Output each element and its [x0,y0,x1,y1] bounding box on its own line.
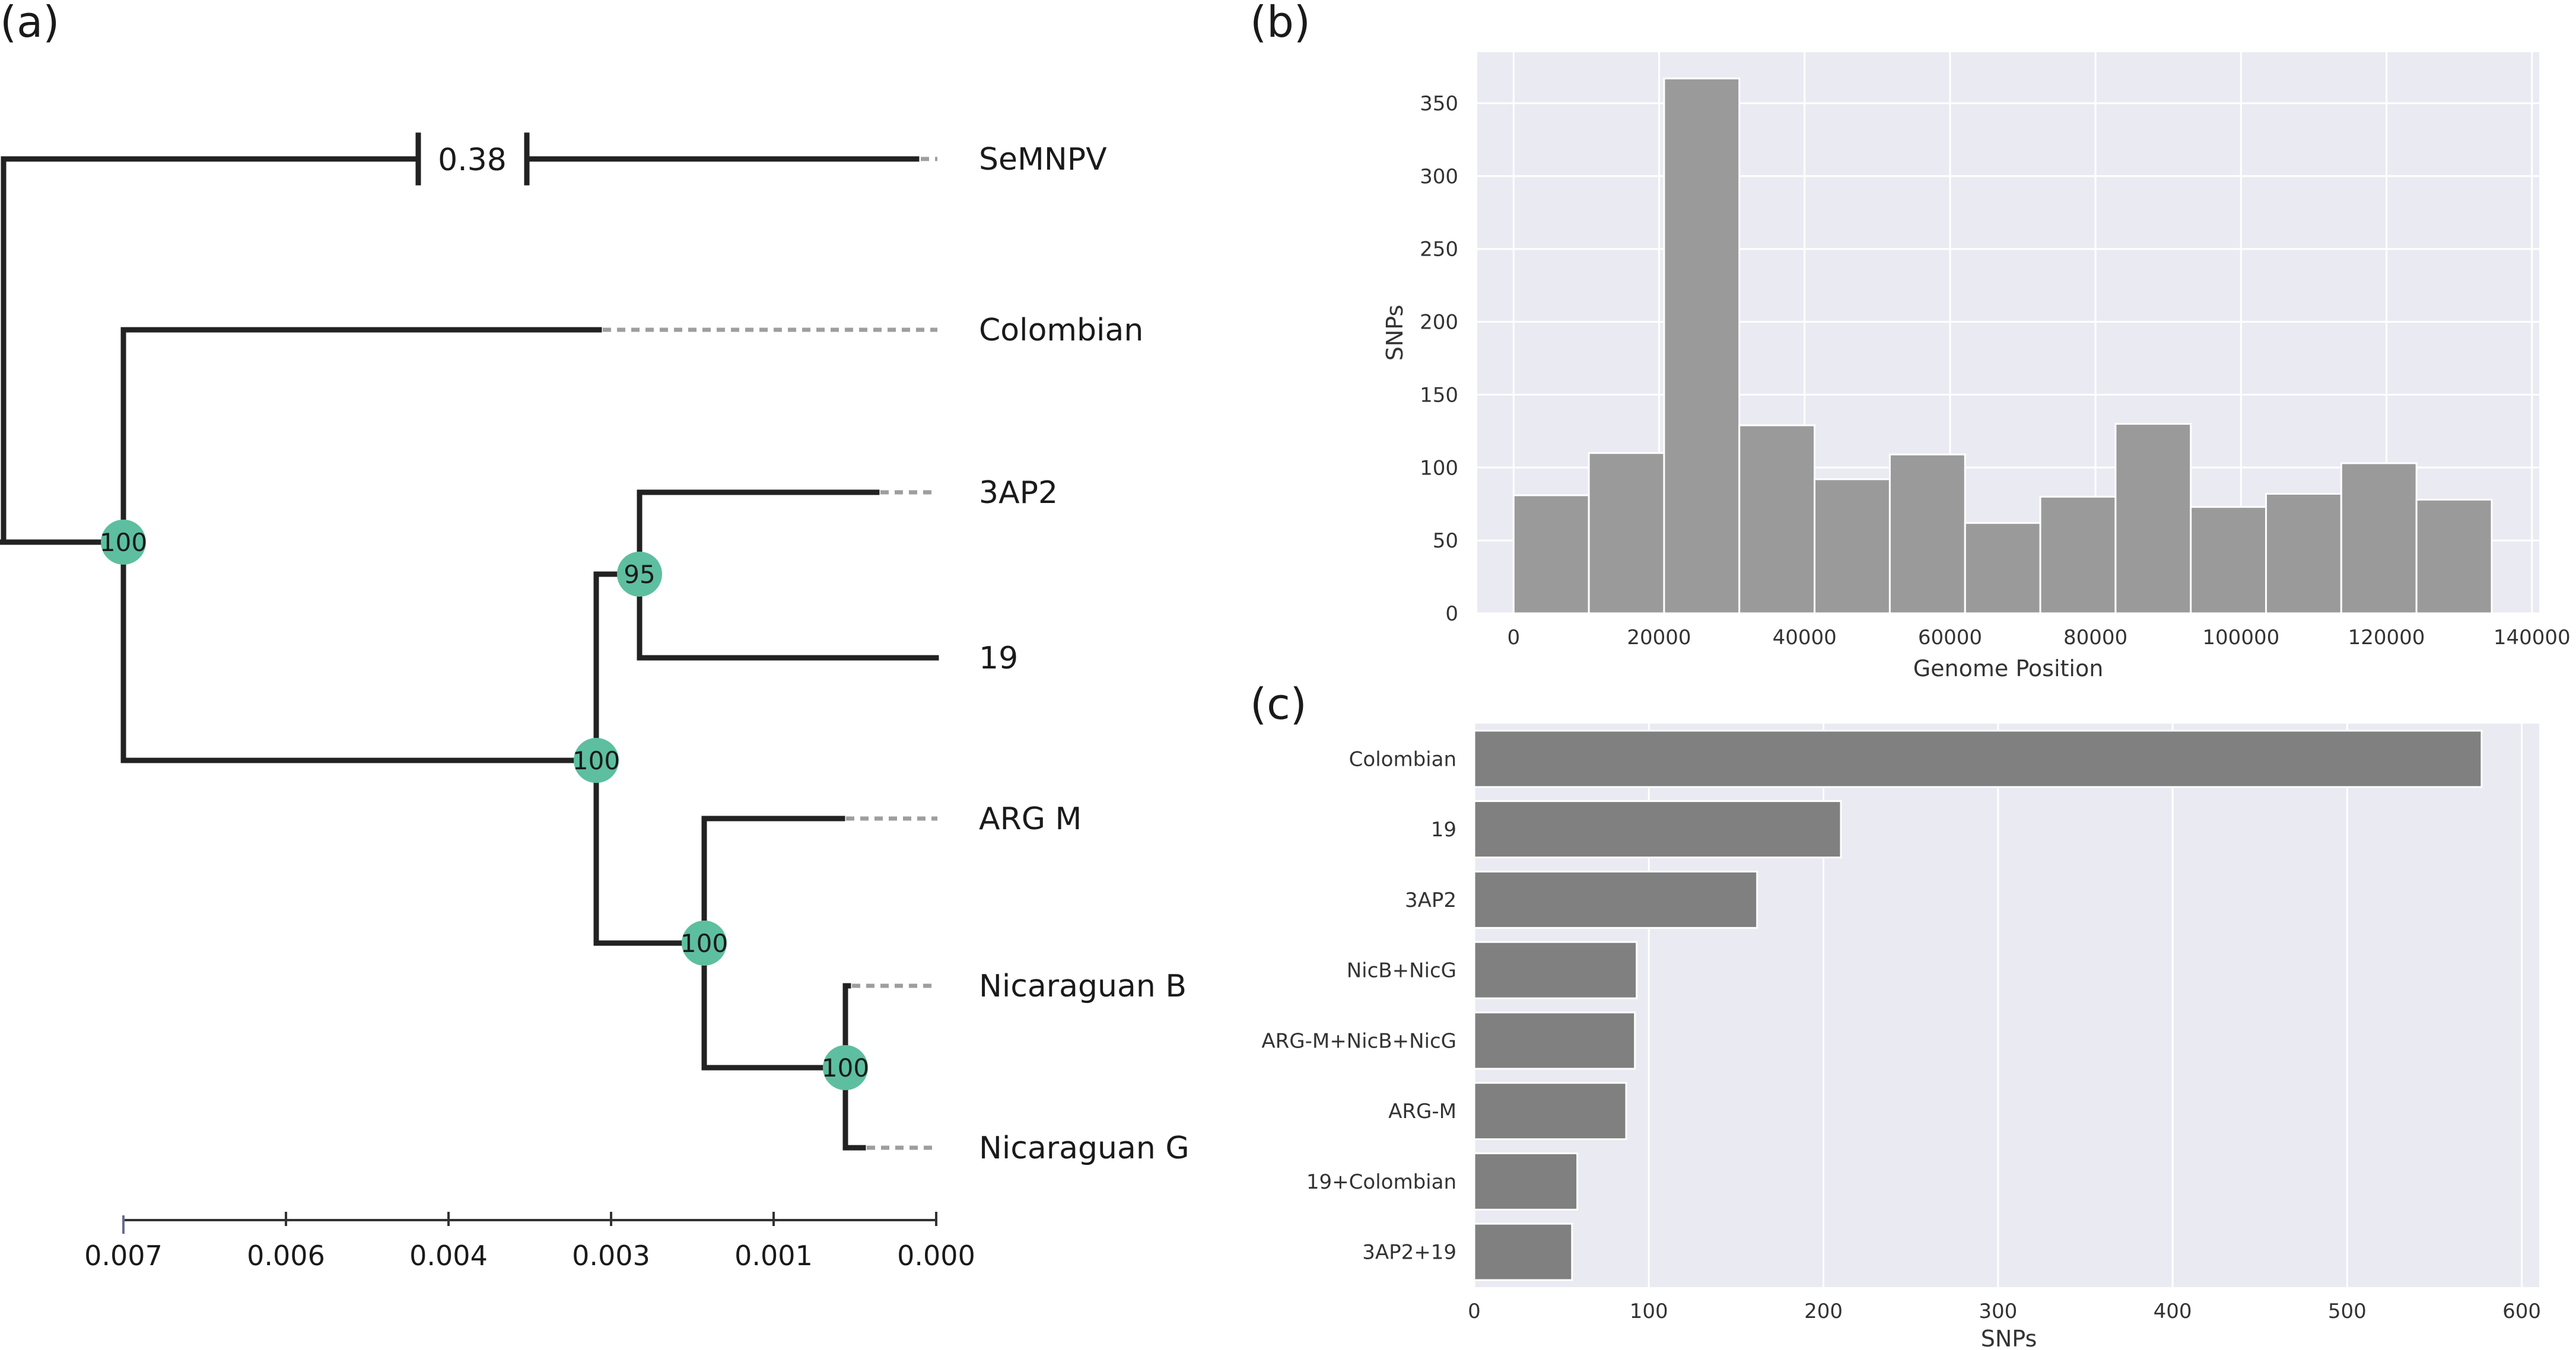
bootstrap-value-1: 100 [100,528,147,557]
leaf-label-nicaraguan-b: Nicaraguan B [979,969,1187,1004]
hbar-category-label-7: 3AP2+19 [1362,1241,1456,1265]
tree-axis-tick-label-1: 0.006 [247,1240,325,1272]
histogram-y-tick-label-6: 300 [1420,165,1458,189]
histogram-y-tick-label-5: 250 [1420,238,1458,262]
hbar-x-tick-label-6: 600 [2502,1300,2541,1323]
hbar-bars [1473,730,2483,1281]
tree-axis-tick-label-0: 0.007 [84,1240,163,1272]
histogram-bar-8 [2114,423,2192,614]
hbar-bar-5 [1473,1082,1627,1141]
hbar-bar-4 [1473,1011,1636,1070]
histogram-x-tick-label-2: 40000 [1773,626,1837,649]
hbar-bar-1 [1473,800,1842,859]
bootstrap-node-3 [574,738,619,783]
histogram-x-tick-label-5: 100000 [2202,626,2279,649]
histogram-bar-2 [1663,77,1741,614]
histogram-y-tick-label-1: 50 [1433,529,1458,553]
hbar-category-label-1: 19 [1431,818,1456,842]
hbar-category-label-6: 19+Colombian [1306,1170,1456,1194]
leaf-label-19: 19 [979,641,1018,676]
hbar-category-label-2: 3AP2 [1405,889,1456,912]
leader-lines [603,157,937,1150]
histogram-bar-4 [1814,478,1891,614]
tree-axis-tick-label-5: 0.000 [897,1240,975,1272]
bootstrap-node-2 [617,552,662,597]
histogram-bars [1512,77,2493,614]
panel-label-a: (a) [0,0,59,47]
leaf-label-nicaraguan-g: Nicaraguan G [979,1131,1190,1166]
hbar-category-label-4: ARG-M+NicB+NicG [1261,1029,1456,1053]
hbar-x-tick-label-4: 400 [2154,1300,2192,1323]
hbar-bar-6 [1473,1152,1579,1211]
phylogenetic-tree-panel: (a) [0,0,1190,1272]
panel-label-c: (c) [1250,679,1307,729]
bootstrap-node-1 [101,520,146,565]
histogram-x-tick-label-3: 60000 [1918,626,1982,649]
histogram-y-ticks: 0 50 100 150 200 250 300 350 [1420,92,1458,626]
tree-scale-axis: 0.007 0.006 0.004 0.003 0.001 0.000 [84,1212,975,1272]
histogram-bar-7 [2039,495,2117,614]
histogram-y-tick-label-7: 350 [1420,92,1458,116]
histogram-y-tick-label-4: 200 [1420,311,1458,335]
bootstrap-value-5: 100 [822,1053,869,1082]
histogram-bar-12 [2415,498,2493,614]
histogram-bar-1 [1588,452,1665,614]
histogram-x-axis-title: Genome Position [1913,655,2104,682]
hbar-category-label-5: ARG-M [1388,1100,1456,1123]
histogram-y-tick-label-3: 150 [1420,383,1458,407]
histogram-bar-0 [1512,494,1590,614]
histogram-panel: (b) 0 20000 40000 60000 80000 100000 120000 140… [1250,0,2571,682]
leaf-label-semnpv: SeMNPV [979,142,1107,177]
bootstrap-value-2: 95 [624,560,655,589]
hbar-bar-2 [1473,870,1758,929]
tree-axis-tick-label-4: 0.001 [734,1240,813,1272]
hbar-category-labels: Colombian 19 3AP2 NicB+NicG ARG-M+NicB+NicG A… [1261,747,1456,1264]
bootstrap-node-5 [823,1045,868,1090]
hbar-category-label-0: Colombian [1349,747,1456,771]
hbar-bar-0 [1473,730,2483,788]
panel-label-b: (b) [1250,0,1311,47]
hbar-x-tick-label-2: 200 [1804,1300,1843,1323]
leaf-labels: SeMNPV Colombian 3AP2 19 ARG M Nicaragua… [979,142,1190,1166]
leaf-label-colombian: Colombian [979,313,1143,348]
histogram-x-tick-label-4: 80000 [2063,626,2127,649]
bootstrap-value-4: 100 [680,929,728,958]
tree-axis-tick-label-2: 0.004 [409,1240,488,1272]
hbar-category-label-3: NicB+NicG [1347,959,1456,983]
hbar-x-ticks: 0 100 200 300 400 500 600 [1468,1300,2541,1323]
histogram-bar-5 [1888,453,1966,614]
tree-axis-tick-label-3: 0.003 [572,1240,650,1272]
histogram-bar-3 [1738,424,1816,614]
histogram-bar-6 [1964,522,2041,614]
hbar-bar-7 [1473,1222,1573,1281]
hbar-x-axis-title: SNPs [1981,1326,2037,1350]
histogram-bar-11 [2340,462,2418,614]
histogram-y-tick-label-0: 0 [1445,602,1458,626]
histogram-x-tick-label-0: 0 [1507,626,1520,649]
hbar-x-tick-label-1: 100 [1630,1300,1668,1323]
hbar-x-tick-label-0: 0 [1468,1300,1481,1323]
leaf-label-arg-m: ARG M [979,801,1082,837]
break-label: 0.38 [438,142,507,178]
histogram-x-tick-label-1: 20000 [1627,626,1691,649]
histogram-x-ticks: 0 20000 40000 60000 80000 100000 120000 140000 [1507,626,2570,649]
shared-snp-bar-panel: (c) 0 100 200 300 400 500 600 Colombian 19 3AP2 N… [1250,679,2541,1350]
histogram-x-tick-label-7: 140000 [2494,626,2571,649]
hbar-x-tick-label-3: 300 [1979,1300,2017,1323]
hbar-x-tick-label-5: 500 [2328,1300,2367,1323]
bootstrap-node-4 [682,921,727,966]
histogram-y-tick-label-2: 100 [1420,456,1458,480]
tree-branches [0,132,939,1151]
bootstrap-value-3: 100 [573,746,620,775]
histogram-bar-9 [2190,506,2267,614]
bootstrap-nodes: 100 95 100 100 100 [100,520,869,1090]
leaf-label-3ap2: 3AP2 [979,475,1058,511]
histogram-y-axis-title: SNPs [1382,305,1408,361]
hbar-bar-3 [1473,941,1638,999]
histogram-x-tick-label-6: 120000 [2348,626,2425,649]
histogram-bar-10 [2265,493,2342,614]
